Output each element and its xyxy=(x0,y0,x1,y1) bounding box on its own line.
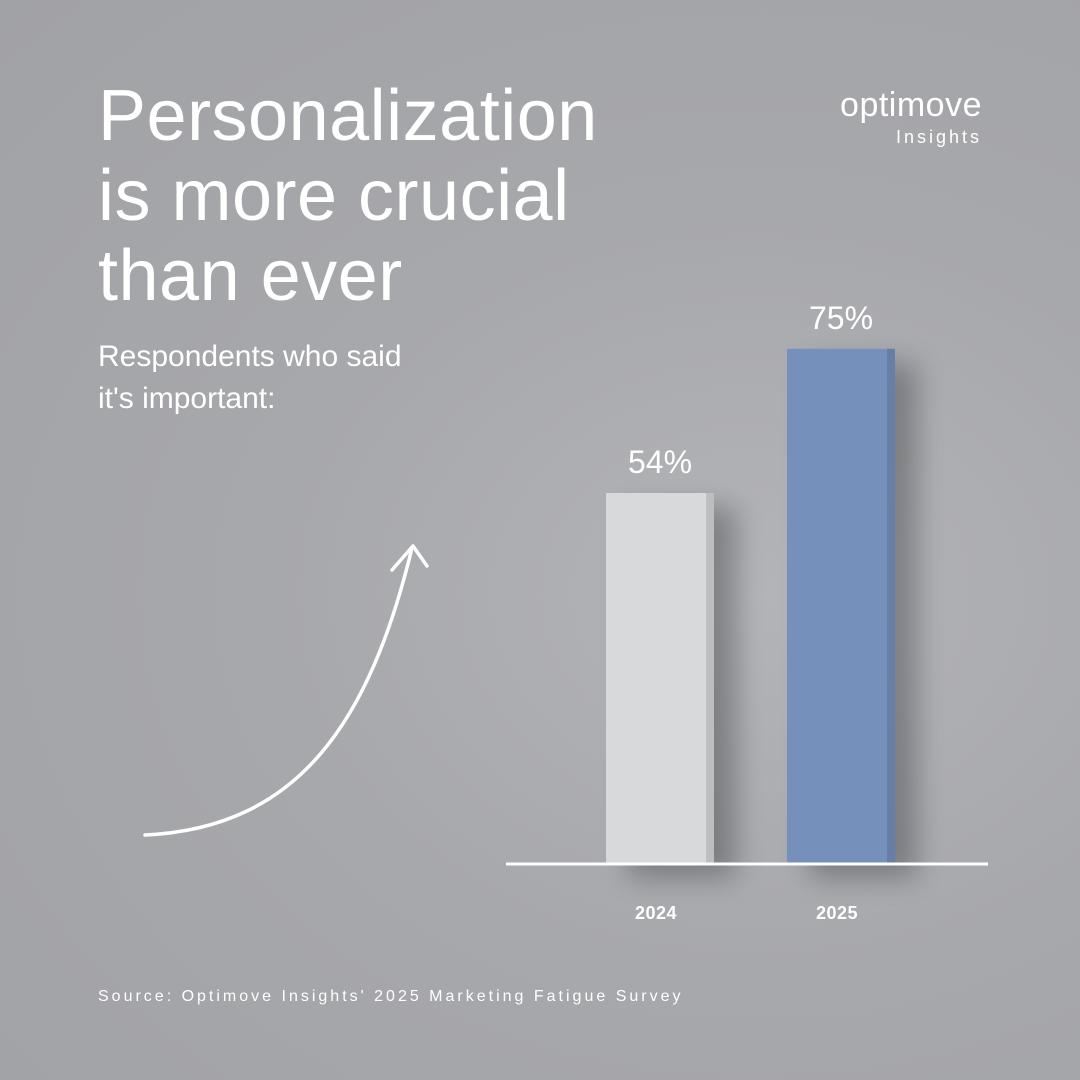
value-label-2024: 54% xyxy=(628,444,692,480)
curved-up-arrow-icon xyxy=(143,544,429,837)
brand-logo: optimove Insights xyxy=(840,86,982,148)
tick-label-2024: 2024 xyxy=(635,903,677,923)
subheading: Respondents who said it's important: xyxy=(98,336,518,420)
bar-face-2024 xyxy=(606,493,714,864)
headline: Personalization is more crucial than eve… xyxy=(98,76,698,316)
bars xyxy=(606,348,895,864)
brand-subtitle: Insights xyxy=(895,127,982,147)
headline-line-3: than ever xyxy=(98,236,403,316)
subheading-line-2: it's important: xyxy=(98,382,276,415)
source-caption: Source: Optimove Insights' 2025 Marketin… xyxy=(98,988,684,1005)
bar-2025 xyxy=(787,348,895,864)
headline-line-1: Personalization xyxy=(98,76,598,156)
bar-side-2024 xyxy=(706,493,714,864)
labels: 54% 2024 75% 2025 xyxy=(628,300,873,923)
bar-face-2025 xyxy=(787,348,895,864)
bar-side-2025 xyxy=(887,348,895,864)
bar-2024 xyxy=(606,493,714,864)
brand-name: optimove xyxy=(840,86,982,124)
tick-label-2025: 2025 xyxy=(816,903,858,923)
subheading-line-1: Respondents who said xyxy=(98,340,402,373)
headline-line-2: is more crucial xyxy=(98,156,570,236)
value-label-2025: 75% xyxy=(809,300,873,336)
